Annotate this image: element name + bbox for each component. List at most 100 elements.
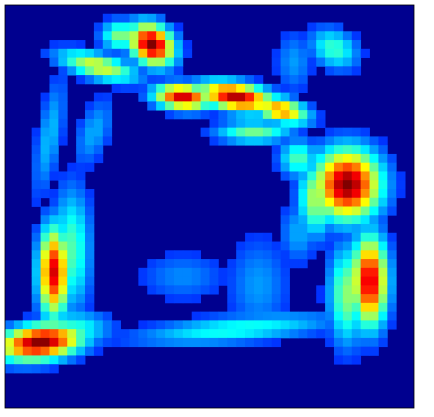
heatmap-cell: [369, 285, 379, 295]
heatmap-cell: [40, 118, 50, 129]
heatmap-cell: [93, 311, 104, 321]
heatmap-cell: [165, 337, 175, 348]
heatmap-cell: [236, 118, 246, 129]
heatmap-cell: [333, 145, 344, 155]
heatmap-cell: [111, 337, 121, 348]
heatmap-cell: [307, 101, 317, 111]
heatmap-cell: [31, 302, 41, 313]
heatmap-cell: [342, 162, 353, 172]
heatmap-cell: [111, 22, 121, 32]
heatmap-cell: [245, 232, 255, 242]
heatmap-cell: [209, 337, 219, 348]
heatmap-cell: [333, 197, 344, 207]
heatmap-cell: [236, 127, 246, 137]
heatmap-cell: [387, 294, 397, 304]
heatmap-cell: [280, 232, 290, 242]
heatmap-cell: [253, 267, 264, 277]
heatmap-cell: [342, 311, 353, 321]
heatmap-cell: [316, 206, 326, 216]
heatmap-cell: [22, 311, 33, 321]
heatmap-cell: [351, 320, 362, 330]
heatmap-cell: [85, 118, 95, 129]
heatmap-cell: [298, 259, 308, 269]
heatmap-cell: [245, 110, 255, 120]
heatmap-cell: [147, 31, 157, 41]
heatmap-cell: [316, 197, 326, 207]
heatmap-cell: [325, 224, 335, 234]
heatmap-cell: [289, 153, 299, 164]
heatmap-cell: [49, 276, 59, 286]
heatmap-cell: [378, 320, 388, 330]
heatmap-cell: [316, 136, 326, 146]
heatmap-cell: [333, 320, 344, 330]
heatmap-cell: [67, 276, 77, 286]
heatmap-cell: [209, 92, 219, 102]
heatmap-cell: [280, 311, 290, 321]
heatmap-cell: [40, 302, 50, 313]
heatmap-cell: [85, 250, 95, 260]
heatmap-cell: [31, 127, 41, 137]
heatmap-cell: [156, 329, 166, 339]
heatmap-cell: [342, 320, 353, 330]
heatmap-cell: [387, 162, 397, 172]
heatmap-cell: [298, 57, 308, 67]
heatmap-cell: [93, 57, 104, 67]
heatmap-cell: [289, 118, 299, 129]
heatmap-cell: [182, 83, 193, 94]
heatmap-cell: [245, 118, 255, 129]
heatmap-cell: [271, 153, 282, 164]
heatmap-cell: [271, 145, 282, 155]
heatmap-cell: [369, 188, 379, 199]
heatmap-cell: [40, 259, 50, 269]
heatmap-cell: [325, 22, 335, 32]
heatmap-cell: [85, 276, 95, 286]
heatmap-cell: [76, 215, 86, 225]
heatmap-cell: [280, 276, 290, 286]
heatmap-cell: [253, 294, 264, 304]
heatmap-cell: [67, 188, 77, 199]
heatmap-cell: [271, 101, 282, 111]
heatmap-cell: [271, 250, 282, 260]
heatmap-cell: [245, 337, 255, 348]
heatmap-cell: [271, 118, 282, 129]
heatmap-cell: [253, 276, 264, 286]
heatmap-cell: [325, 294, 335, 304]
heatmap-cell: [93, 92, 104, 102]
heatmap-cell: [271, 162, 282, 172]
heatmap-cell: [76, 153, 86, 164]
heatmap-cell: [253, 75, 264, 85]
heatmap-cell: [316, 162, 326, 172]
heatmap-cell: [67, 215, 77, 225]
heatmap-cell: [165, 57, 175, 67]
heatmap-cell: [316, 285, 326, 295]
heatmap-cell: [351, 127, 362, 137]
heatmap-cell: [307, 66, 317, 76]
heatmap-cell: [333, 241, 344, 251]
heatmap-cell: [40, 153, 50, 164]
heatmap-cell: [209, 311, 219, 321]
heatmap-cell: [156, 83, 166, 94]
heatmap-cell: [378, 171, 388, 181]
heatmap-cell: [102, 311, 113, 321]
heatmap-cell: [342, 250, 353, 260]
heatmap-cell: [289, 215, 299, 225]
heatmap-cell: [316, 145, 326, 155]
heatmap-cell: [147, 337, 157, 348]
heatmap-cell: [262, 329, 273, 339]
heatmap-cell: [369, 171, 379, 181]
heatmap-cell: [31, 188, 41, 199]
heatmap-cell: [369, 337, 379, 348]
heatmap-cell: [289, 57, 299, 67]
heatmap-cell: [253, 285, 264, 295]
heatmap-cell: [173, 48, 184, 58]
heatmap-cell: [85, 75, 95, 85]
heatmap-cell: [76, 276, 86, 286]
heatmap-cell: [280, 153, 290, 164]
heatmap-cell: [218, 136, 228, 146]
heatmap-cell: [307, 197, 317, 207]
heatmap-cell: [182, 48, 193, 58]
heatmap-cell: [111, 75, 121, 85]
heatmap-cell: [138, 276, 148, 286]
heatmap-cell: [31, 276, 41, 286]
heatmap-cell: [49, 364, 59, 374]
